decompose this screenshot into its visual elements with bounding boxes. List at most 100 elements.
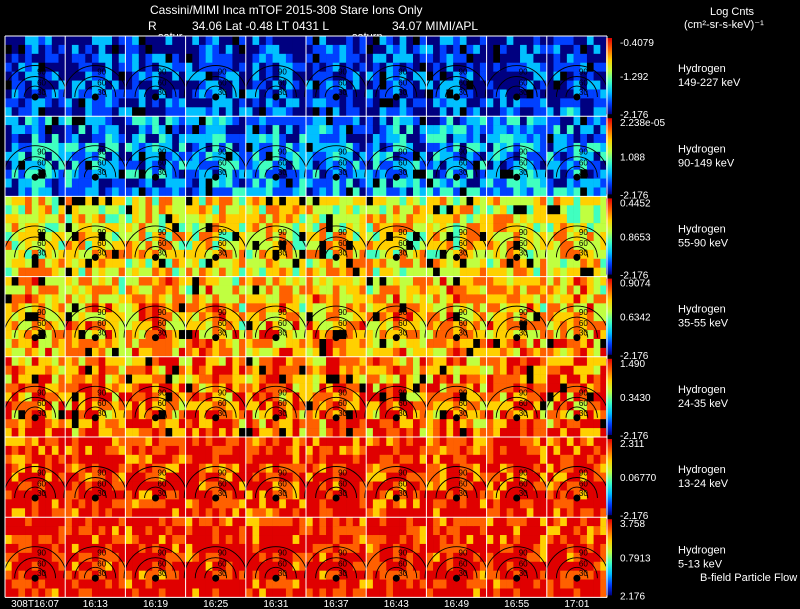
heatmap-cell [18, 240, 26, 251]
heatmap-cell [245, 410, 253, 420]
heatmap-cell [446, 160, 454, 170]
heatmap-cell [533, 80, 541, 90]
colorbar-mid-label: 1.088 [620, 152, 645, 163]
heatmap-cell [292, 107, 300, 117]
heatmap-cell [51, 285, 59, 295]
heatmap-cell [259, 98, 267, 108]
heatmap-cell [533, 285, 541, 295]
heatmap-cell [165, 437, 173, 447]
heatmap-cell [386, 267, 394, 277]
heatmap-cell [71, 71, 79, 81]
heatmap-cell [165, 276, 173, 286]
heatmap-cell [152, 285, 160, 295]
heatmap-cell [466, 71, 474, 81]
heatmap-cell [18, 178, 26, 188]
heatmap-cell [239, 374, 247, 384]
heatmap-cell [25, 44, 33, 55]
heatmap-cell [178, 508, 186, 518]
heatmap-cell [339, 125, 347, 135]
heatmap-cell [225, 285, 233, 295]
heatmap-cell [178, 214, 186, 224]
heatmap-cell [232, 151, 240, 162]
heatmap-cell [566, 365, 574, 375]
heatmap-cell [546, 107, 554, 117]
heatmap-cell [38, 472, 46, 482]
heatmap-cell [346, 196, 354, 206]
heatmap-cell [245, 428, 253, 438]
heatmap-cell [533, 142, 541, 153]
heatmap-cell [600, 392, 608, 402]
heatmap-cell [38, 419, 46, 429]
contour-arc [123, 385, 188, 418]
heatmap-cell [219, 36, 227, 46]
heatmap-cell [239, 401, 247, 411]
heatmap-cell [138, 472, 146, 482]
heatmap-cell [566, 294, 574, 304]
heatmap-cell [586, 196, 594, 206]
heatmap-cell [118, 125, 126, 135]
heatmap-cell [526, 187, 534, 197]
heatmap-cell [366, 240, 374, 251]
heatmap-cell [593, 312, 601, 322]
saturn-marker [573, 414, 581, 422]
contour-arc [315, 316, 358, 338]
heatmap-cell [292, 196, 300, 206]
heatmap-cell [205, 347, 213, 358]
heatmap-cell [359, 214, 367, 224]
heatmap-cell [406, 62, 414, 72]
heatmap-cell [319, 125, 327, 135]
heatmap-cell [372, 383, 380, 393]
heatmap-cell [78, 490, 86, 500]
heatmap-cell [520, 214, 528, 224]
heatmap-cell [259, 36, 267, 46]
heatmap-cell [252, 508, 260, 518]
heatmap-cell [178, 80, 186, 90]
heatmap-cell [292, 232, 300, 242]
heatmap-cell [419, 258, 427, 268]
heatmap-cell [192, 71, 200, 81]
heatmap-cell [91, 508, 99, 518]
heatmap-cell [306, 169, 313, 179]
heatmap-cell [239, 463, 247, 473]
heatmap-cell [78, 214, 86, 224]
heatmap-cell [399, 214, 407, 224]
heatmap-cell [38, 454, 46, 465]
heatmap-cell [540, 374, 548, 384]
heatmap-cell [219, 472, 227, 482]
heatmap-cell [346, 232, 354, 242]
heatmap-cell [473, 151, 481, 162]
heatmap-cell [51, 321, 59, 331]
heatmap-cell [326, 321, 334, 331]
heatmap-cell [306, 347, 313, 358]
heatmap-cell [479, 125, 487, 135]
heatmap-cell [18, 116, 26, 126]
heatmap-cell [433, 356, 441, 367]
heatmap-cell [58, 125, 66, 135]
heatmap-cell [326, 258, 334, 268]
heatmap-cell [132, 508, 140, 518]
heatmap-cell [586, 356, 594, 367]
heatmap-cell [105, 205, 113, 215]
heatmap-cell [58, 330, 66, 340]
heatmap-cell [326, 303, 334, 313]
heatmap-cell [91, 36, 99, 46]
heatmap-cell [346, 356, 354, 367]
heatmap-cell [379, 187, 387, 197]
heatmap-cell [105, 285, 113, 295]
heatmap-cell [560, 294, 568, 304]
contour-arc [83, 326, 107, 338]
heatmap-cell [540, 356, 548, 367]
heatmap-cell [546, 44, 554, 55]
heatmap-cell [399, 321, 407, 331]
heatmap-cell [51, 374, 59, 384]
heatmap-cell [560, 187, 568, 197]
heatmap-cell [85, 383, 93, 393]
heatmap-cell [152, 463, 160, 473]
heatmap-cell [433, 392, 441, 402]
heatmap-cell [71, 187, 79, 197]
heatmap-cell [466, 312, 474, 322]
heatmap-cell [265, 312, 273, 322]
